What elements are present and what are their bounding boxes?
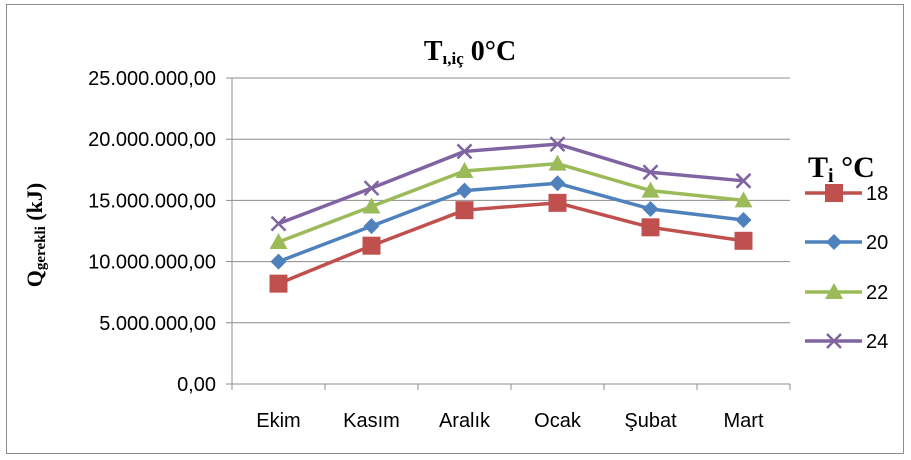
marker-triangle bbox=[641, 181, 660, 198]
y-tick-label: 0,00 bbox=[177, 374, 216, 396]
legend-title-subscript: i bbox=[828, 165, 834, 187]
marker-x bbox=[642, 164, 659, 181]
chart-title-subscript: ı,iç bbox=[443, 49, 465, 68]
series-22 bbox=[269, 154, 753, 250]
marker-square bbox=[362, 236, 381, 255]
y-axis-label-main: Q bbox=[22, 270, 47, 287]
legend-item: 24 bbox=[805, 331, 888, 353]
marker-diamond bbox=[642, 200, 659, 217]
marker-square bbox=[269, 274, 288, 293]
series-line bbox=[277, 181, 744, 264]
legend: Ti °C 18 20 22 24 bbox=[805, 151, 888, 353]
legend-label: 24 bbox=[866, 331, 888, 353]
marker-triangle bbox=[548, 154, 567, 171]
chart-title-main: T bbox=[424, 36, 443, 67]
x-tick-label: Kasım bbox=[343, 410, 400, 432]
series-line bbox=[277, 201, 744, 286]
marker-x bbox=[826, 333, 842, 349]
y-tick-label: 5.000.000,00 bbox=[99, 313, 216, 335]
legend-item: 18 bbox=[805, 183, 888, 205]
y-axis-label: Qgerekli (kJ) bbox=[22, 183, 49, 287]
series-24 bbox=[270, 136, 752, 232]
x-tick-label: Aralık bbox=[439, 410, 491, 432]
y-tick-labels: 0,00 5.000.000,00 10.000.000,00 15.000.000,… bbox=[88, 68, 216, 396]
marker-diamond bbox=[549, 175, 566, 192]
x-tick-label: Şubat bbox=[624, 410, 677, 432]
chart-title: Tı,iç 0°C bbox=[424, 36, 516, 68]
series-line bbox=[277, 161, 744, 244]
marker-triangle bbox=[825, 283, 843, 299]
legend-title-suffix: °C bbox=[834, 151, 875, 184]
legend-label: 22 bbox=[866, 282, 888, 304]
axes bbox=[231, 78, 791, 390]
marker-x bbox=[549, 136, 566, 152]
marker-x bbox=[270, 215, 287, 232]
marker-diamond bbox=[735, 211, 752, 228]
marker-square bbox=[641, 218, 660, 237]
legend-title-main: T bbox=[808, 151, 828, 184]
y-tick-label: 15.000.000,00 bbox=[88, 190, 216, 212]
marker-square bbox=[825, 184, 843, 202]
marker-triangle bbox=[269, 233, 288, 250]
chart-title-suffix: 0°C bbox=[464, 36, 516, 67]
series-group bbox=[269, 136, 753, 293]
marker-x bbox=[735, 172, 752, 189]
marker-x bbox=[456, 143, 473, 160]
marker-square bbox=[734, 231, 753, 250]
marker-triangle bbox=[734, 191, 753, 208]
marker-triangle bbox=[455, 162, 474, 179]
x-tick-label: Ekim bbox=[256, 410, 300, 432]
marker-square bbox=[548, 193, 567, 212]
y-axis-label-suffix: (kJ) bbox=[22, 183, 47, 226]
y-tick-label: 20.000.000,00 bbox=[88, 129, 216, 151]
legend-label: 20 bbox=[866, 232, 888, 254]
x-tick-label: Mart bbox=[724, 410, 764, 432]
x-tick-label: Ocak bbox=[534, 410, 582, 432]
legend-title: Ti °C bbox=[808, 151, 875, 187]
marker-x bbox=[363, 180, 380, 197]
y-tick-label: 25.000.000,00 bbox=[88, 68, 216, 90]
marker-diamond bbox=[270, 253, 287, 270]
legend-item: 22 bbox=[805, 282, 888, 304]
marker-diamond bbox=[456, 182, 473, 199]
series-line bbox=[277, 142, 744, 226]
gridlines bbox=[226, 77, 790, 385]
marker-diamond bbox=[826, 234, 842, 250]
series-20 bbox=[270, 175, 752, 270]
legend-item: 20 bbox=[805, 232, 888, 254]
x-tick-labels: Ekim Kasım Aralık Ocak Şubat Mart bbox=[256, 410, 764, 432]
y-tick-label: 10.000.000,00 bbox=[88, 252, 216, 274]
legend-label: 18 bbox=[866, 183, 888, 205]
marker-triangle bbox=[362, 197, 381, 214]
y-axis-label-subscript: gerekli bbox=[33, 226, 49, 270]
marker-diamond bbox=[363, 218, 380, 235]
marker-square bbox=[455, 201, 474, 220]
series-18 bbox=[269, 193, 753, 293]
chart-frame bbox=[6, 4, 904, 454]
